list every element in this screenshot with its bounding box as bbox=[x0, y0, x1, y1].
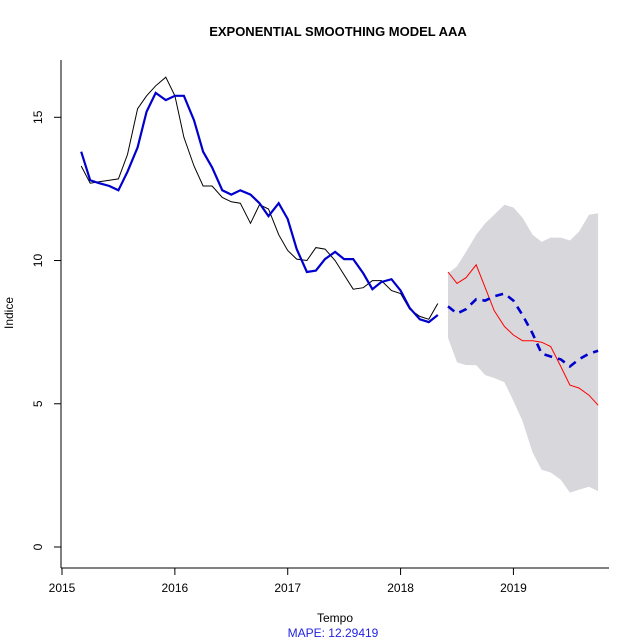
observed-series-line bbox=[80, 76, 439, 320]
x-tick-label: 2016 bbox=[162, 581, 189, 595]
x-tick-label: 2015 bbox=[49, 581, 76, 595]
fitted-series-line bbox=[80, 91, 439, 324]
x-tick-label: 2017 bbox=[274, 581, 301, 595]
x-tick-label: 2018 bbox=[387, 581, 414, 595]
y-tick-label: 10 bbox=[31, 254, 45, 268]
mape-label: MAPE: 12.29419 bbox=[288, 626, 379, 640]
forecast-series-line bbox=[447, 292, 599, 369]
x-axis-label: Tempo bbox=[317, 611, 353, 625]
chart-title: EXPONENTIAL SMOOTHING MODEL AAA bbox=[209, 24, 467, 39]
prediction-interval-band bbox=[448, 204, 599, 493]
y-tick-label: 0 bbox=[31, 543, 45, 550]
plot-area bbox=[80, 76, 599, 493]
y-axis: 0 5 10 15 bbox=[31, 60, 62, 568]
y-axis-label: Indice bbox=[2, 297, 16, 329]
x-axis: 2015 2016 2017 2018 2019 bbox=[49, 567, 609, 595]
y-tick-label: 15 bbox=[31, 110, 45, 124]
y-tick-label: 5 bbox=[31, 400, 45, 407]
x-tick-label: 2019 bbox=[500, 581, 527, 595]
test-series-line bbox=[447, 263, 599, 406]
